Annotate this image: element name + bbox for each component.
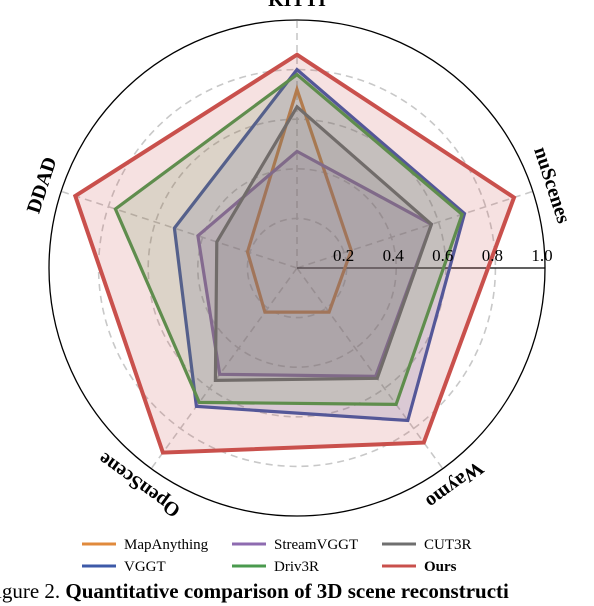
legend-label-mapanything: MapAnything [124, 537, 209, 553]
legend: MapAnything StreamVGGT CUT3R VGGT Driv3R Ours [82, 537, 472, 575]
radial-tick-label: 0.8 [482, 246, 503, 265]
radial-tick-label: 0.6 [432, 246, 453, 265]
radar-grid [48, 19, 546, 517]
legend-label-driv3r: Driv3R [274, 559, 319, 575]
series-ours-polygon [72, 52, 517, 455]
axis-label-nuscenes: nuScenes [529, 144, 574, 226]
radar-series [72, 52, 517, 455]
axis-label-kitti: KITTI [268, 0, 326, 11]
grid-spoke-1 [296, 190, 534, 269]
series-streamvggt-polygon [196, 149, 434, 378]
grid-spoke-2 [296, 267, 444, 470]
radial-tick-label: 1.0 [531, 246, 552, 265]
radial-tick-label: 0.2 [333, 246, 354, 265]
legend-label-cut3r: CUT3R [424, 537, 472, 553]
series-vggt-polygon [172, 67, 467, 423]
series-cut3r-polygon [213, 104, 434, 383]
legend-label-streamvggt: StreamVGGT [274, 537, 358, 553]
series-driv3r-polygon [113, 72, 464, 407]
axis-label-waymo: Waymo [422, 457, 488, 513]
legend-label-ours: Ours [424, 559, 457, 575]
caption-bold: Quantitative comparison of 3D scene reco… [65, 579, 509, 603]
legend-label-vggt: VGGT [124, 559, 166, 575]
series-mapanything-polygon [245, 84, 353, 314]
caption-prefix: igure 2. [0, 579, 65, 603]
grid-spoke-4 [60, 190, 298, 269]
figure-caption: igure 2. Quantitative comparison of 3D s… [0, 579, 509, 603]
axis-label-ddad: DDAD [23, 154, 62, 216]
radial-tick-label: 0.4 [383, 246, 405, 265]
grid-spoke-3 [150, 267, 298, 470]
radial-tick-labels: 0.2 0.4 0.6 0.8 1.0 [333, 246, 553, 265]
